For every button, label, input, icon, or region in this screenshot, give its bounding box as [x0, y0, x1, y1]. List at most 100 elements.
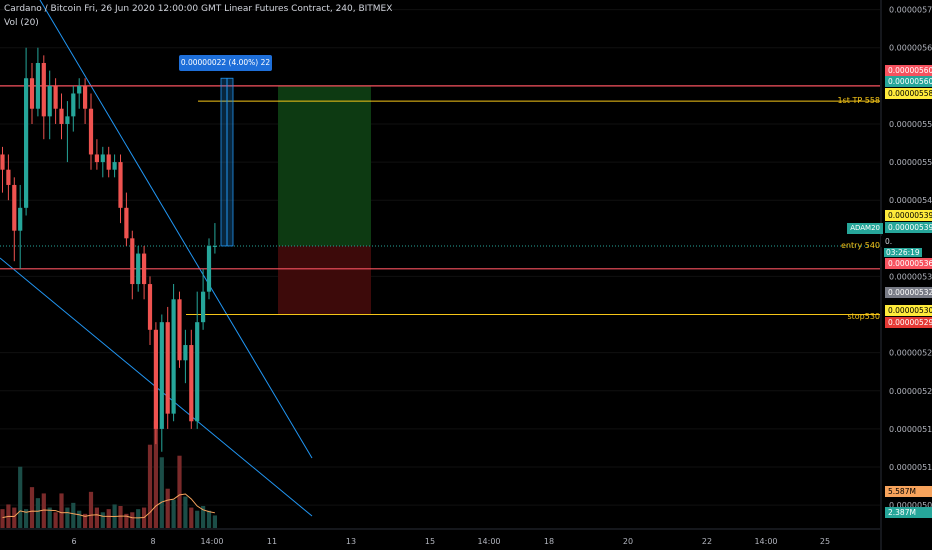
price-tick-label: 0.00000525: [889, 349, 932, 358]
candle-body: [83, 85, 88, 109]
volume-bar: [165, 488, 170, 528]
candle-body: [12, 184, 17, 231]
time-tick-label: 14:00: [200, 537, 223, 546]
time-tick-label: 13: [346, 537, 356, 546]
candle-body: [201, 291, 206, 323]
volume-bar: [189, 507, 194, 528]
volume-bar: [41, 493, 46, 528]
price-tick-label: 0.00000505: [889, 501, 932, 510]
volume-bar: [212, 515, 217, 528]
volume-bar: [147, 444, 153, 528]
volume-bar: [159, 457, 164, 528]
profit-zone: [278, 85, 371, 246]
candle-body: [130, 238, 135, 285]
candle-body: [177, 299, 182, 361]
candle-body: [212, 245, 217, 247]
candle-body: [65, 116, 70, 124]
time-tick-label: 6: [71, 537, 76, 546]
trendline-upper: [39, 0, 313, 459]
volume-bar: [35, 498, 40, 528]
time-tick-label: 14:00: [754, 537, 777, 546]
candle-body: [183, 345, 188, 361]
candle-body: [71, 93, 76, 117]
measure-tool: [220, 77, 234, 247]
time-tick-label: 18: [544, 537, 554, 546]
price-tick-label: 0.00000555: [889, 120, 932, 129]
position-zones: [278, 85, 371, 315]
candle-body: [206, 245, 212, 292]
candle-body: [53, 85, 58, 109]
price-tick-label: 0.00000565: [889, 44, 932, 53]
candle-body: [100, 154, 105, 163]
countdown-prefix: 0.: [885, 237, 893, 246]
volume-bar: [106, 509, 111, 528]
candle-body: [142, 253, 147, 285]
price-tick-label: 0.00000515: [889, 425, 932, 434]
countdown-timer: 03:26:19: [884, 248, 922, 257]
price-tag: 0.00000560: [885, 65, 932, 76]
candle-body: [29, 78, 35, 109]
countdown-tag: 0. 03:26:19: [881, 236, 932, 257]
volume-bar: [71, 502, 76, 528]
price-tag: 0.00000532: [885, 287, 932, 298]
price-tag: 0.00000539: [885, 222, 932, 233]
symbol-badge: ADAM20: [847, 223, 883, 234]
volume-bar: [171, 499, 176, 528]
candle-body: [6, 169, 11, 185]
volume-bar: [201, 506, 206, 528]
volume-bar: [47, 507, 52, 528]
volume-bar: [100, 512, 105, 528]
volume-bar: [177, 455, 182, 528]
candle-body: [189, 345, 194, 422]
volume-bar: [65, 507, 70, 528]
volume-bar: [12, 507, 17, 528]
entry-label: entry 540: [841, 241, 880, 250]
candle-body: [35, 62, 40, 109]
volume-bar: [153, 421, 158, 528]
time-tick-label: 15: [425, 537, 435, 546]
stop-label: stop530: [847, 312, 880, 321]
time-axis-bg: [0, 528, 932, 550]
price-tag: 5.587M: [885, 486, 932, 497]
volume-bar: [130, 512, 135, 528]
measure-tooltip: 0.00000022 (4.00%) 22: [179, 55, 272, 71]
candle-body: [124, 207, 129, 239]
volume-bar: [124, 513, 129, 528]
candle-body: [153, 329, 158, 429]
volume-bar: [136, 509, 141, 528]
candle-body: [171, 299, 176, 414]
candle-body: [0, 154, 5, 170]
time-tick-label: 25: [820, 537, 830, 546]
tp-label: 1st TP 558: [837, 96, 880, 105]
candle-body: [59, 108, 64, 124]
chart-title: Cardano / Bitcoin Fri, 26 Jun 2020 12:00…: [4, 4, 393, 14]
candle-body: [106, 154, 111, 170]
volume-bar: [24, 509, 29, 528]
price-tag: 0.00000529: [885, 317, 932, 328]
candle-body: [47, 85, 52, 117]
volume-bar: [94, 507, 99, 528]
volume-bar: [206, 510, 212, 528]
candle-body: [94, 154, 99, 163]
volume-bar: [59, 493, 64, 528]
time-tick-label: 22: [702, 537, 712, 546]
volume-bar: [18, 466, 23, 528]
volume-bar: [83, 513, 88, 528]
candle-body: [77, 85, 82, 94]
time-tick-label: 8: [150, 537, 155, 546]
time-tick-label: 14:00: [477, 537, 500, 546]
candle-body: [159, 322, 164, 429]
volume-bar: [77, 510, 82, 528]
candle-body: [165, 322, 170, 414]
time-tick-label: 11: [267, 537, 277, 546]
candle-body: [112, 162, 117, 170]
volume-bar: [183, 496, 188, 528]
price-tick-label: 0.00000535: [889, 272, 932, 281]
volume-bar: [0, 509, 5, 528]
candle-body: [24, 78, 29, 208]
